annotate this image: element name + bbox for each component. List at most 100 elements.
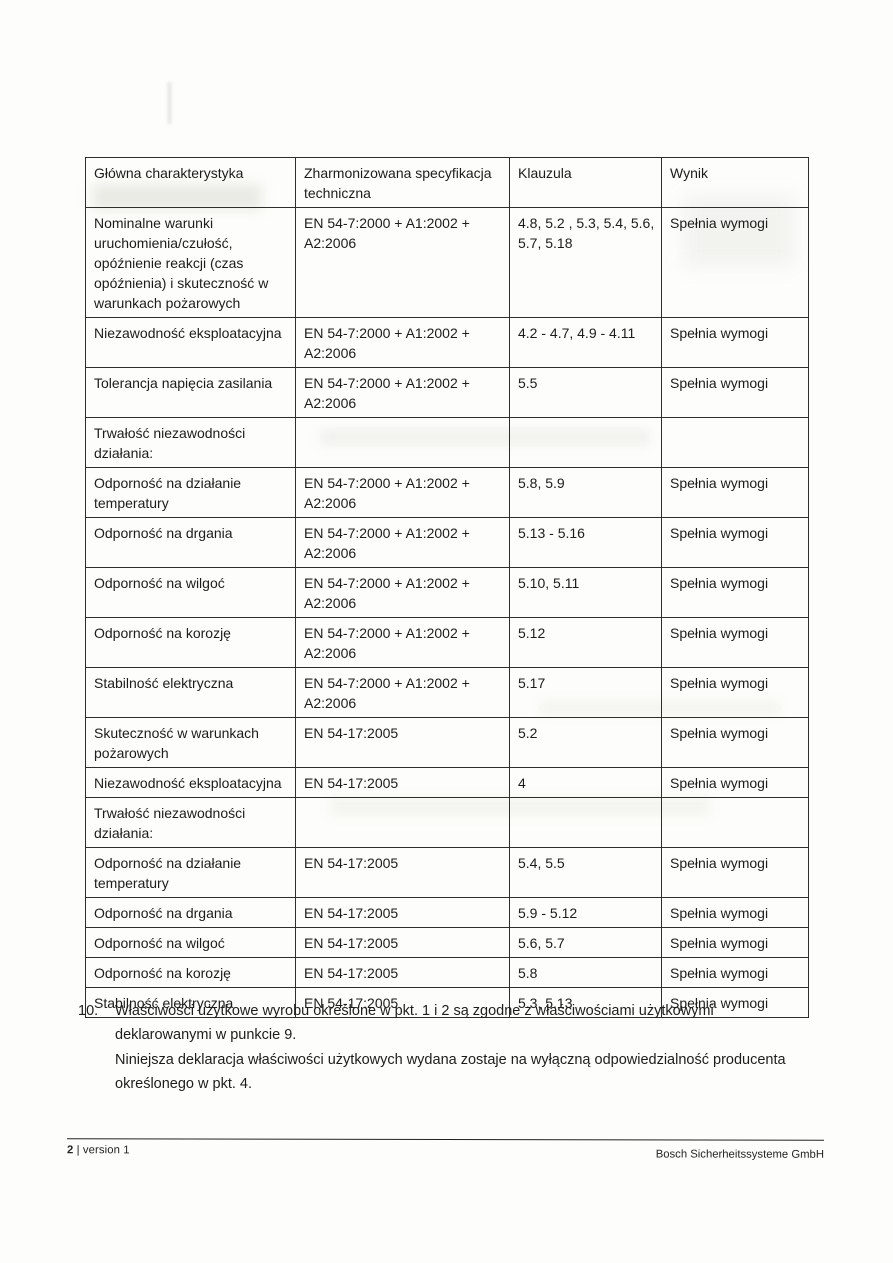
table-row: Odporność na drgania EN 54-7:2000 + A1:20… [85, 517, 809, 568]
cell-characteristic: Odporność na drgania [85, 517, 296, 568]
cell-result: Spełnia wymogi [661, 897, 809, 928]
notes-paragraph-1: Właściwości użytkowe wyrobu określone w … [115, 1003, 714, 1044]
cell-spec: EN 54-7:2000 + A1:2002 + A2:2006 [295, 617, 510, 668]
cell-clause: 5.17 [509, 667, 662, 718]
cell-clause: 5.10, 5.11 [509, 567, 662, 618]
cell-result: Spełnia wymogi [661, 927, 809, 958]
table-row: Odporność na działanie temperatury EN 54-… [85, 467, 809, 518]
table-row: Odporność na korozję EN 54-17:2005 5.8 Speł… [85, 957, 809, 988]
cell-result [661, 417, 809, 468]
cell-spec: EN 54-17:2005 [295, 927, 510, 958]
table-header-row: Główna charakterystyka Zharmonizowana sp… [85, 157, 809, 208]
cell-clause: 5.5 [509, 367, 662, 418]
cell-spec: EN 54-7:2000 + A1:2002 + A2:2006 [295, 317, 510, 368]
cell-result: Spełnia wymogi [661, 207, 809, 318]
cell-spec: EN 54-7:2000 + A1:2002 + A2:2006 [295, 517, 510, 568]
header-specification: Zharmonizowana specyfikacja techniczna [295, 157, 510, 208]
table-row: Odporność na wilgoć EN 54-17:2005 5.6, 5.7… [85, 927, 809, 958]
cell-spec [295, 417, 510, 468]
header-result: Wynik [661, 157, 809, 208]
cell-clause: 5.12 [509, 617, 662, 668]
cell-clause: 5.9 - 5.12 [509, 897, 662, 928]
notes-paragraph-2: Niniejsza deklaracja właściwości użytkow… [115, 1051, 786, 1092]
footer-company-name: Bosch Sicherheitssysteme GmbH [655, 1148, 825, 1161]
table-row: Stabilność elektryczna EN 54-7:2000 + A1:… [85, 667, 809, 718]
cell-clause: 4.8, 5.2 , 5.3, 5.4, 5.6, 5.7, 5.18 [509, 207, 662, 318]
cell-result: Spełnia wymogi [661, 717, 809, 768]
cell-characteristic: Odporność na korozję [85, 617, 296, 668]
cell-spec: EN 54-7:2000 + A1:2002 + A2:2006 [295, 207, 510, 318]
cell-characteristic: Stabilność elektryczna [85, 987, 296, 1018]
footer-page-number: 2 [66, 1144, 74, 1157]
cell-characteristic: Odporność na wilgoć [85, 567, 296, 618]
cell-clause: 5.2 [509, 717, 662, 768]
cell-spec: EN 54-7:2000 + A1:2002 + A2:2006 [295, 667, 510, 718]
cell-spec: EN 54-17:2005 [295, 897, 510, 928]
footer-divider [67, 1138, 825, 1141]
cell-characteristic: Trwałość niezawodności działania: [85, 417, 296, 468]
cell-result: Spełnia wymogi [661, 767, 809, 798]
cell-clause: 5.8 [509, 957, 662, 988]
cell-spec [295, 797, 510, 848]
table-row: Tolerancja napięcia zasilania EN 54-7:200… [85, 367, 809, 418]
footer-version-label: | version 1 [76, 1144, 130, 1157]
cell-spec: EN 54-17:2005 [295, 847, 510, 898]
notes-item-number: 10. [78, 1003, 99, 1019]
header-characteristic: Główna charakterystyka [85, 157, 296, 208]
cell-result: Spełnia wymogi [661, 957, 809, 988]
cell-characteristic: Odporność na korozję [85, 957, 296, 988]
cell-characteristic: Trwałość niezawodności działania: [85, 797, 296, 848]
cell-clause: 4.2 - 4.7, 4.9 - 4.11 [509, 317, 662, 368]
cell-result: Spełnia wymogi [661, 847, 809, 898]
cell-result: Spełnia wymogi [661, 517, 809, 568]
table-row: Skuteczność w warunkach pożarowych EN 54-… [85, 717, 809, 768]
cell-characteristic: Nominalne warunki uruchomienia/czułość, … [85, 207, 296, 318]
table-row: Odporność na wilgoć EN 54-7:2000 + A1:200… [85, 567, 809, 618]
cell-result: Spełnia wymogi [661, 317, 809, 368]
cell-spec: EN 54-7:2000 + A1:2002 + A2:2006 [295, 467, 510, 518]
cell-spec: EN 54-7:2000 + A1:2002 + A2:2006 [295, 367, 510, 418]
cell-result: Spełnia wymogi [661, 987, 809, 1018]
page-footer: 2 | version 1 Bosch Sicherheitssysteme G… [67, 1138, 825, 1161]
cell-characteristic: Odporność na wilgoć [85, 927, 296, 958]
table-row: Stabilność elektryczna EN 54-17:2005 5.3, … [85, 987, 809, 1018]
cell-spec: EN 54-17:2005 [295, 957, 510, 988]
scan-artifact [168, 82, 171, 124]
spec-table-body: Nominalne warunki uruchomienia/czułość, … [85, 207, 809, 1018]
cell-result [661, 797, 809, 848]
cell-clause [509, 417, 662, 468]
cell-characteristic: Niezawodność eksploatacyjna [85, 767, 296, 798]
notes-body: Właściwości użytkowe wyrobu określone w … [115, 999, 808, 1096]
specification-table: Główna charakterystyka Zharmonizowana sp… [85, 157, 809, 1018]
cell-clause: 5.13 - 5.16 [509, 517, 662, 568]
cell-clause: 5.6, 5.7 [509, 927, 662, 958]
cell-spec: EN 54-17:2005 [295, 717, 510, 768]
table-row: Odporność na korozję EN 54-7:2000 + A1:20… [85, 617, 809, 668]
cell-clause: 5.8, 5.9 [509, 467, 662, 518]
cell-characteristic: Odporność na drgania [85, 897, 296, 928]
table-row: Odporność na drgania EN 54-17:2005 5.9 - 5… [85, 897, 809, 928]
cell-characteristic: Tolerancja napięcia zasilania [85, 367, 296, 418]
cell-result: Spełnia wymogi [661, 567, 809, 618]
footer-page-version: 2 | version 1 [67, 1144, 130, 1156]
notes-section: 10. Właściwości użytkowe wyrobu określon… [78, 999, 808, 1096]
cell-result: Spełnia wymogi [661, 367, 809, 418]
cell-characteristic: Odporność na działanie temperatury [85, 467, 296, 518]
cell-spec: EN 54-17:2005 [295, 767, 510, 798]
cell-result: Spełnia wymogi [661, 617, 809, 668]
cell-result: Spełnia wymogi [661, 667, 809, 718]
table-row: Trwałość niezawodności działania: [85, 417, 809, 468]
cell-characteristic: Stabilność elektryczna [85, 667, 296, 718]
header-clause: Klauzula [509, 157, 662, 208]
cell-clause [509, 797, 662, 848]
table-row: Trwałość niezawodności działania: [85, 797, 809, 848]
cell-result: Spełnia wymogi [661, 467, 809, 518]
table-row: Niezawodność eksploatacyjna EN 54-17:2005… [85, 767, 809, 798]
cell-characteristic: Odporność na działanie temperatury [85, 847, 296, 898]
cell-characteristic: Niezawodność eksploatacyjna [85, 317, 296, 368]
cell-spec: EN 54-7:2000 + A1:2002 + A2:2006 [295, 567, 510, 618]
cell-clause: 4 [509, 767, 662, 798]
table-row: Niezawodność eksploatacyjna EN 54-7:2000 … [85, 317, 809, 368]
cell-characteristic: Skuteczność w warunkach pożarowych [85, 717, 296, 768]
